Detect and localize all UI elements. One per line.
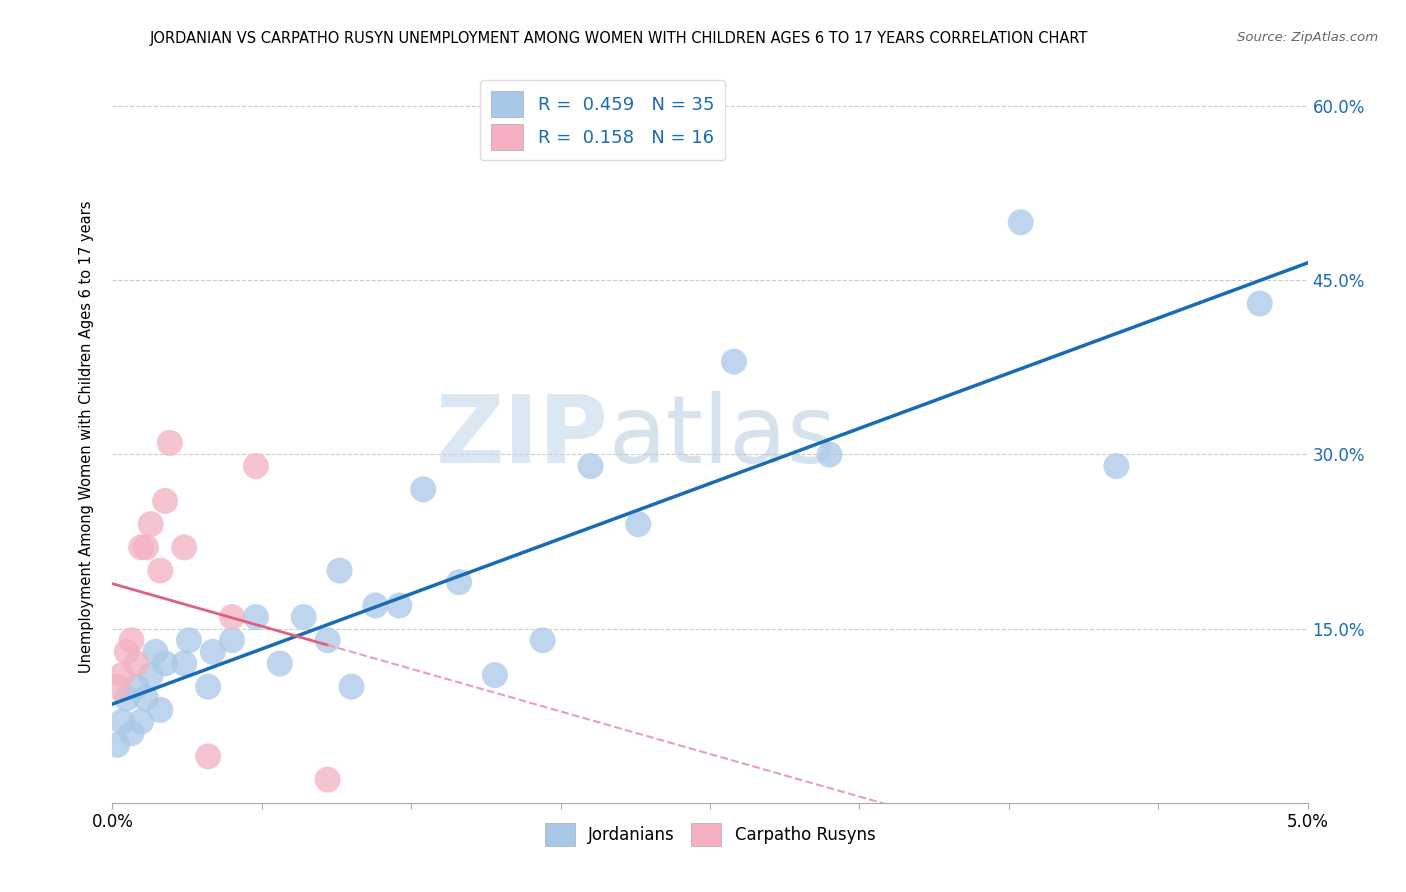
Point	[364, 599, 387, 613]
Text: JORDANIAN VS CARPATHO RUSYN UNEMPLOYMENT AMONG WOMEN WITH CHILDREN AGES 6 TO 17 : JORDANIAN VS CARPATHO RUSYN UNEMPLOYMENT…	[149, 31, 1088, 46]
Point	[125, 657, 148, 671]
Point	[129, 714, 152, 729]
Point	[269, 657, 291, 671]
Point	[139, 668, 162, 682]
Text: Source: ZipAtlas.com: Source: ZipAtlas.com	[1237, 31, 1378, 45]
Point	[111, 668, 134, 682]
Point	[412, 483, 434, 497]
Point	[340, 680, 363, 694]
Point	[1105, 459, 1128, 474]
Point	[135, 541, 157, 555]
Y-axis label: Unemployment Among Women with Children Ages 6 to 17 years: Unemployment Among Women with Children A…	[79, 201, 94, 673]
Point	[129, 541, 152, 555]
Point	[245, 459, 267, 474]
Point	[818, 448, 841, 462]
Point	[121, 633, 143, 648]
Point	[105, 738, 128, 752]
Point	[177, 633, 200, 648]
Point	[121, 726, 143, 740]
Point	[723, 354, 745, 368]
Point	[221, 633, 243, 648]
Point	[125, 680, 148, 694]
Point	[201, 645, 224, 659]
Point	[139, 517, 162, 532]
Point	[153, 657, 176, 671]
Point	[145, 645, 167, 659]
Point	[531, 633, 554, 648]
Legend: Jordanians, Carpatho Rusyns: Jordanians, Carpatho Rusyns	[538, 816, 882, 853]
Point	[627, 517, 650, 532]
Point	[105, 680, 128, 694]
Point	[197, 680, 219, 694]
Point	[316, 633, 339, 648]
Point	[111, 714, 134, 729]
Text: atlas: atlas	[609, 391, 837, 483]
Point	[1249, 296, 1271, 310]
Point	[153, 494, 176, 508]
Point	[316, 772, 339, 787]
Point	[173, 541, 195, 555]
Point	[1010, 215, 1032, 229]
Point	[115, 691, 138, 706]
Point	[292, 610, 315, 624]
Point	[135, 691, 157, 706]
Point	[245, 610, 267, 624]
Point	[329, 564, 352, 578]
Point	[449, 575, 471, 590]
Point	[484, 668, 506, 682]
Point	[149, 703, 172, 717]
Point	[197, 749, 219, 764]
Point	[579, 459, 602, 474]
Point	[221, 610, 243, 624]
Point	[149, 564, 172, 578]
Point	[173, 657, 195, 671]
Point	[115, 645, 138, 659]
Text: ZIP: ZIP	[436, 391, 609, 483]
Point	[159, 436, 181, 450]
Point	[388, 599, 411, 613]
